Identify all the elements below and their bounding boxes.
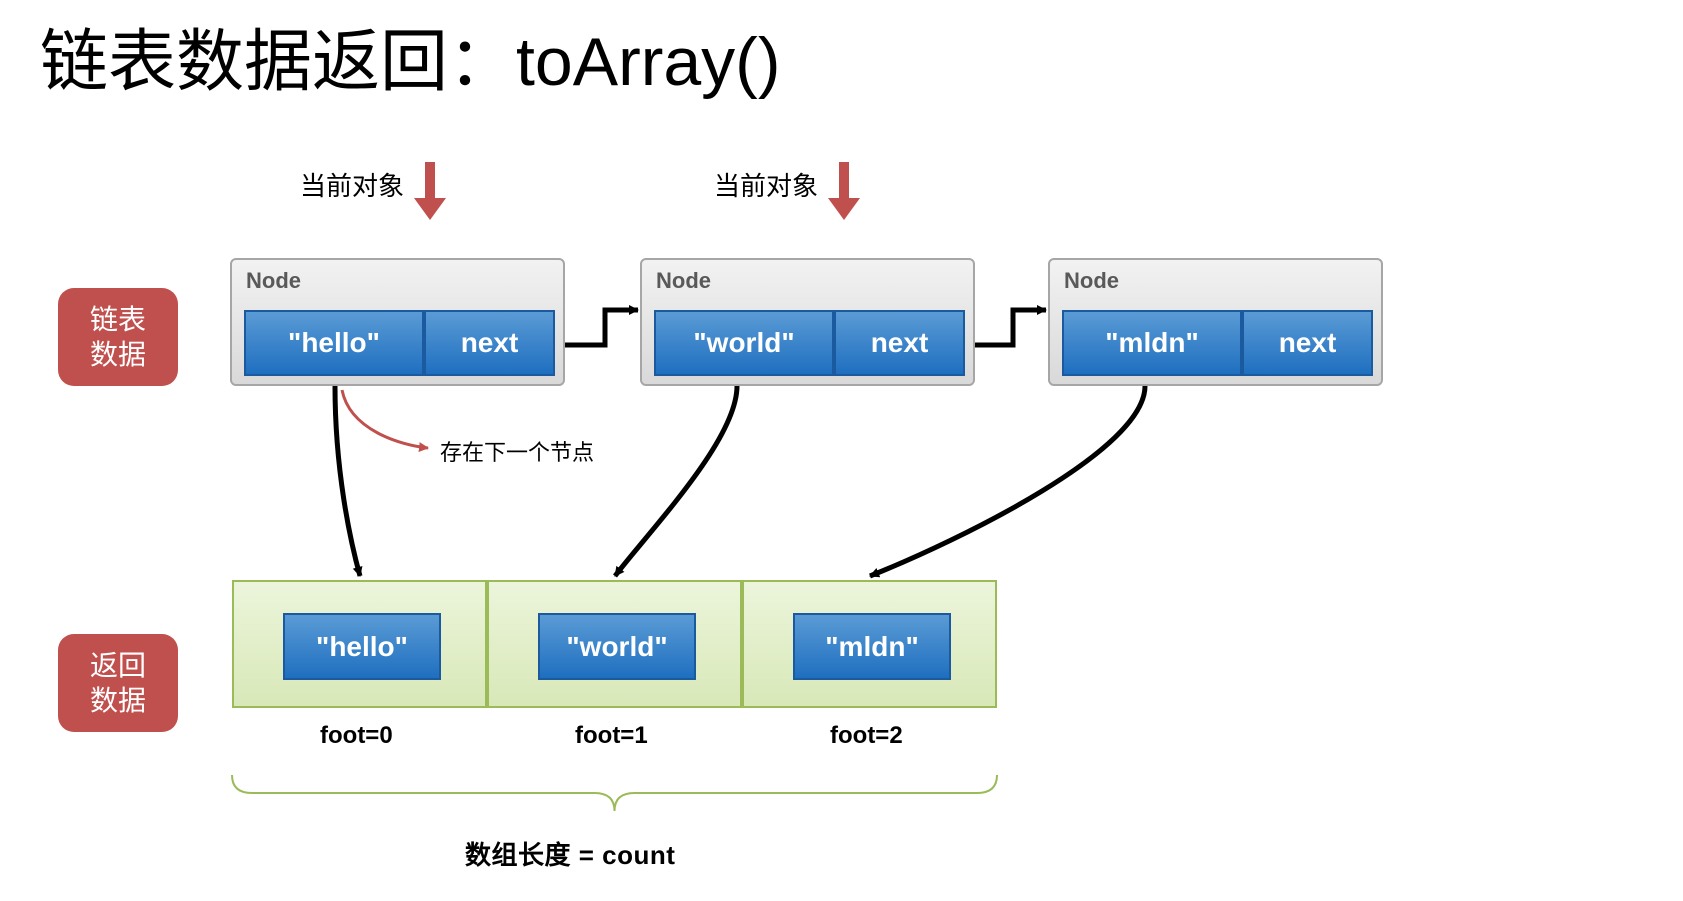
- page-title: 链表数据返回：toArray(): [40, 6, 780, 105]
- node-data-cell: "world": [654, 310, 834, 376]
- linked-list-node-2: Node "mldn" next: [1048, 258, 1383, 386]
- array-slot-0: "hello": [232, 580, 487, 708]
- node-data-cell: "mldn": [1062, 310, 1242, 376]
- node-next-cell: next: [834, 310, 965, 376]
- array-slot-2: "mldn": [742, 580, 997, 708]
- badge-return-text: 返回数据: [90, 648, 146, 718]
- badge-linked-text: 链表数据: [90, 302, 146, 372]
- current-object-label-0: 当前对象: [300, 166, 404, 203]
- foot-label-1: foot=1: [575, 722, 648, 750]
- foot-label-2: foot=2: [830, 722, 903, 750]
- node-next-cell: next: [1242, 310, 1373, 376]
- foot-label-0: foot=0: [320, 722, 393, 750]
- node-title: Node: [1064, 268, 1119, 294]
- array-value: "world": [538, 613, 696, 680]
- node-data-cell: "hello": [244, 310, 424, 376]
- array-value: "mldn": [793, 613, 951, 680]
- current-object-label-1: 当前对象: [714, 166, 818, 203]
- has-next-hint: 存在下一个节点: [440, 435, 594, 467]
- array-length-label: 数组长度 = count: [465, 835, 675, 872]
- node-next-cell: next: [424, 310, 555, 376]
- diagram-arrows: [0, 0, 1683, 901]
- badge-return-data: 返回数据: [58, 634, 178, 732]
- array-slot-1: "world": [487, 580, 742, 708]
- node-title: Node: [656, 268, 711, 294]
- linked-list-node-0: Node "hello" next: [230, 258, 565, 386]
- linked-list-node-1: Node "world" next: [640, 258, 975, 386]
- node-title: Node: [246, 268, 301, 294]
- badge-linked-data: 链表数据: [58, 288, 178, 386]
- array-value: "hello": [283, 613, 441, 680]
